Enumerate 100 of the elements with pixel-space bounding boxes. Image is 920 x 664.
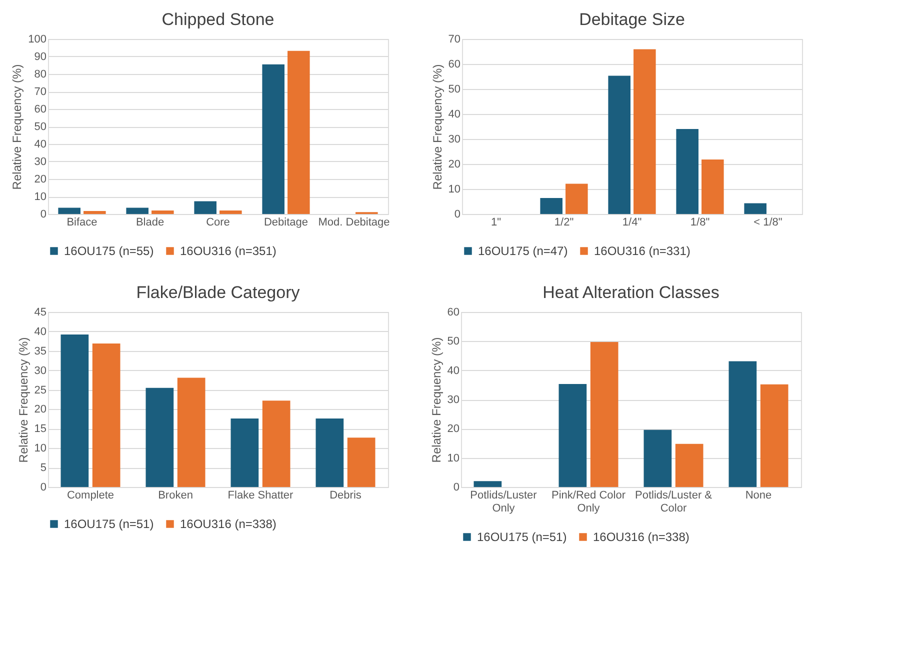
bar [644, 430, 672, 487]
chart-title: Heat Alteration Classes [542, 283, 720, 302]
y-tick-label: 60 [447, 306, 460, 318]
y-tick-label: 0 [453, 482, 460, 494]
bar [60, 334, 89, 487]
y-tick-label: 30 [34, 364, 46, 377]
y-tick-label: 40 [34, 326, 46, 338]
x-tick-label: Complete [66, 490, 114, 502]
y-tick-label: 70 [448, 34, 460, 46]
y-tick-label: 60 [448, 58, 460, 70]
y-tick-label: 90 [34, 51, 46, 63]
bar [558, 384, 587, 487]
y-axis-title: Relative Frequency (%) [429, 337, 444, 463]
y-tick-label: 35 [34, 345, 46, 358]
bar [146, 388, 174, 487]
y-tick-label: 0 [454, 208, 460, 220]
y-tick-label: 60 [34, 104, 46, 116]
x-tick-label: Broken [158, 490, 193, 502]
legend-label: 16OU175 (n=51) [64, 517, 154, 531]
bar [702, 160, 724, 214]
legend-label: 16OU175 (n=47) [478, 244, 568, 258]
bar [676, 129, 698, 214]
bar [540, 198, 562, 214]
x-tick-label: < 1/8" [754, 216, 782, 228]
x-tick-label: Pink/Red Color Only [552, 490, 626, 514]
bar [608, 76, 630, 214]
bar [58, 208, 80, 214]
x-tick-label: Potlids/Luster Only [470, 490, 538, 514]
y-tick-label: 40 [34, 138, 46, 150]
y-tick-label: 50 [447, 336, 460, 348]
y-tick-label: 100 [28, 34, 46, 46]
y-tick-label: 80 [34, 68, 46, 80]
bar [744, 203, 766, 214]
x-tick-label: 1/8" [690, 216, 710, 228]
legend-label: 16OU175 (n=55) [64, 244, 154, 258]
x-tick-label: Biface [66, 216, 98, 228]
legend-label: 16OU316 (n=351) [180, 244, 276, 258]
y-tick-label: 0 [40, 208, 46, 220]
x-tick-label: 1" [490, 216, 502, 228]
bar [474, 481, 502, 487]
y-tick-label: 30 [34, 156, 46, 168]
x-tick-label: Core [206, 216, 230, 228]
legend-label: 16OU316 (n=338) [593, 530, 690, 544]
y-tick-label: 30 [448, 134, 460, 146]
x-tick-label: Blade [136, 216, 164, 228]
bar [262, 400, 290, 487]
legend-label: 16OU316 (n=338) [180, 517, 276, 531]
y-tick-label: 10 [34, 191, 46, 203]
bar [347, 438, 376, 487]
chart-title: Chipped Stone [162, 10, 274, 29]
y-axis-title: Relative Frequency (%) [10, 64, 24, 190]
bar [675, 444, 704, 487]
y-tick-label: 40 [447, 364, 460, 377]
bar [634, 49, 656, 214]
x-tick-label: Potlids/Luster & Color [634, 490, 713, 514]
y-tick-label: 30 [447, 394, 460, 406]
y-tick-label: 25 [34, 384, 46, 396]
y-tick-label: 10 [448, 184, 460, 196]
bar [728, 361, 757, 487]
chart-title: Debitage Size [579, 10, 685, 29]
bar [760, 384, 788, 487]
bar [316, 418, 344, 487]
y-tick-label: 70 [34, 86, 46, 98]
y-tick-label: 40 [448, 108, 460, 120]
bar [590, 342, 618, 487]
y-tick-label: 20 [447, 423, 460, 436]
bar [194, 201, 216, 214]
x-tick-label: 1/2" [554, 216, 574, 228]
y-axis-title: Relative Frequency (%) [430, 64, 444, 190]
bar [230, 418, 259, 487]
y-tick-label: 10 [447, 452, 460, 464]
chart-title: Flake/Blade Category [136, 283, 300, 302]
y-tick-label: 50 [34, 121, 46, 133]
bar [92, 344, 120, 487]
y-tick-label: 50 [448, 84, 460, 96]
y-tick-label: 15 [34, 423, 46, 436]
bar [177, 378, 206, 487]
bar [566, 184, 588, 214]
bar [126, 208, 148, 214]
x-tick-label: Flake Shatter [228, 490, 294, 502]
y-tick-label: 5 [40, 462, 46, 474]
bar [84, 211, 106, 214]
y-axis-title: Relative Frequency (%) [16, 337, 30, 463]
y-tick-label: 10 [34, 442, 46, 455]
legend-label: 16OU175 (n=51) [477, 530, 567, 544]
x-tick-label: Debris [330, 490, 362, 502]
bar [152, 210, 174, 214]
bar [262, 64, 284, 214]
y-tick-label: 45 [34, 306, 46, 318]
x-tick-label: 1/4" [622, 216, 642, 228]
x-tick-label: None [745, 490, 772, 502]
x-tick-label: Mod. Debitage [318, 216, 390, 228]
bar [288, 50, 310, 214]
x-tick-label: Debitage [264, 216, 308, 228]
y-tick-label: 20 [34, 174, 46, 186]
y-tick-label: 20 [34, 404, 46, 416]
bar [220, 210, 242, 214]
y-tick-label: 20 [448, 158, 460, 170]
y-tick-label: 0 [40, 482, 46, 494]
legend-label: 16OU316 (n=331) [594, 244, 690, 258]
